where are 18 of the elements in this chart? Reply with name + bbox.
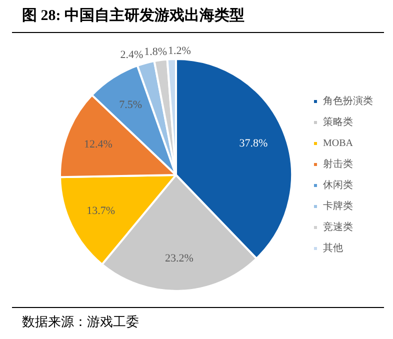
legend-label: 竞速类 <box>323 221 353 234</box>
data-label: 1.8% <box>144 46 168 58</box>
data-label: 1.2% <box>168 44 191 57</box>
data-label: 2.4% <box>120 49 144 62</box>
data-label: 12.4% <box>84 138 112 151</box>
legend-label: 卡牌类 <box>323 200 353 212</box>
data-label: 37.8% <box>239 138 268 150</box>
legend-label: 角色扮演类 <box>323 95 373 108</box>
data-label: 23.2% <box>164 252 194 264</box>
legend-label: MOBA <box>323 138 354 150</box>
source-note: 数据来源：游戏工委 <box>22 313 139 331</box>
chart-title: 图 28: 中国自主研发游戏出海类型 <box>22 6 244 25</box>
legend-label: 射击类 <box>323 158 353 170</box>
legend-label: 策略类 <box>323 116 353 128</box>
data-label: 7.5% <box>119 98 142 111</box>
legend-label: 休闲类 <box>323 179 353 192</box>
legend-label: 其他 <box>323 242 343 254</box>
data-label: 13.7% <box>86 205 115 218</box>
